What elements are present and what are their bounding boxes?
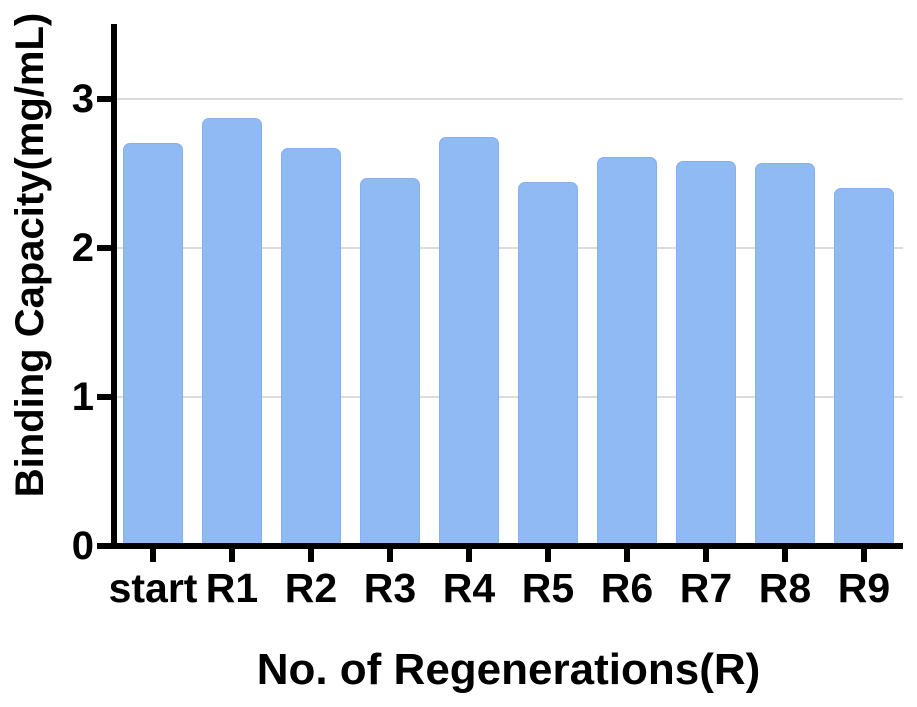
x-tick-label-R3: R3 xyxy=(363,565,417,611)
x-axis-tick xyxy=(545,549,551,562)
x-tick-label-R6: R6 xyxy=(600,565,654,611)
bar-R6 xyxy=(597,157,657,546)
x-axis-tick xyxy=(624,549,630,562)
gridline-y3 xyxy=(117,97,903,100)
x-axis-tick xyxy=(229,549,235,562)
bar-R4 xyxy=(439,137,499,546)
x-axis-tick xyxy=(387,549,393,562)
x-tick-label-R4: R4 xyxy=(442,565,496,611)
x-axis-tick xyxy=(466,549,472,562)
bar-R3 xyxy=(360,178,420,546)
y-tick-label: 1 xyxy=(71,374,94,419)
gridline-y1 xyxy=(117,395,903,398)
y-axis-tick xyxy=(97,95,114,102)
y-axis-tick xyxy=(97,393,114,400)
x-axis-tick xyxy=(150,549,156,562)
y-axis-tick xyxy=(97,244,114,251)
x-tick-label-R1: R1 xyxy=(205,565,259,611)
bar-R9 xyxy=(834,188,894,546)
gridline-y2 xyxy=(117,246,903,249)
y-tick-label: 3 xyxy=(71,76,94,121)
x-axis-title: No. of Regenerations(R) xyxy=(256,645,761,694)
bar-R1 xyxy=(202,118,262,546)
y-tick-label: 2 xyxy=(71,225,94,270)
bar-start xyxy=(123,143,183,546)
x-axis-tick xyxy=(703,549,709,562)
x-tick-label-R8: R8 xyxy=(758,565,812,611)
x-axis-tick xyxy=(861,549,867,562)
x-tick-label-R5: R5 xyxy=(521,565,575,611)
x-tick-label-R2: R2 xyxy=(284,565,338,611)
y-tick-label: 0 xyxy=(71,524,94,568)
bar-R8 xyxy=(755,163,815,546)
x-axis-line xyxy=(105,543,903,549)
bar-R7 xyxy=(676,161,736,546)
y-axis-line xyxy=(111,24,117,549)
bar-R2 xyxy=(281,148,341,546)
x-axis-tick xyxy=(308,549,314,562)
x-axis-tick xyxy=(782,549,788,562)
bar-R5 xyxy=(518,182,578,546)
x-tick-label-R7: R7 xyxy=(679,565,733,611)
x-tick-label-start: start xyxy=(108,565,198,611)
x-tick-label-R9: R9 xyxy=(837,565,891,611)
